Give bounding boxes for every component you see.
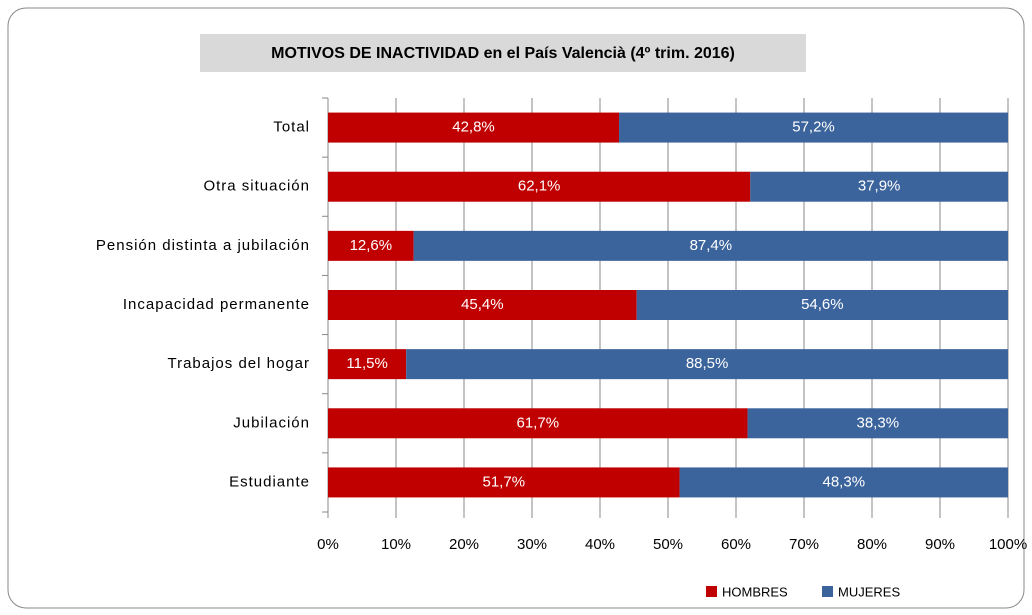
bar-segment xyxy=(636,290,1008,320)
legend-label: HOMBRES xyxy=(722,584,788,599)
chart-title: MOTIVOS DE INACTIVIDAD en el País Valenc… xyxy=(271,45,735,62)
bar-segment xyxy=(328,408,748,439)
legend-swatch xyxy=(822,586,833,597)
x-tick-label: 60% xyxy=(721,536,751,553)
x-tick-label: 80% xyxy=(857,536,887,553)
data-label: 45,4% xyxy=(461,296,504,313)
bar-segment xyxy=(750,171,1008,202)
x-tick-label: 10% xyxy=(381,536,411,553)
data-label: 61,7% xyxy=(517,414,560,431)
y-tick-label: Pensión distinta a jubilación xyxy=(96,237,310,254)
y-tick-label: Total xyxy=(273,119,310,136)
bar-segment xyxy=(406,349,1008,380)
data-label: 87,4% xyxy=(690,237,733,254)
y-tick-label: Trabajos del hogar xyxy=(167,355,310,372)
data-label: 88,5% xyxy=(686,355,729,372)
x-tick-label: 20% xyxy=(449,536,479,553)
x-tick-label: 70% xyxy=(789,536,819,553)
bar-segment xyxy=(328,112,620,143)
bar-segment xyxy=(328,349,407,380)
y-tick-label: Estudiante xyxy=(229,473,310,490)
bar-segment xyxy=(328,290,637,320)
data-label: 12,6% xyxy=(350,237,393,254)
bar-segment xyxy=(619,112,1008,143)
data-label: 38,3% xyxy=(857,414,900,431)
data-label: 54,6% xyxy=(801,296,844,313)
legend-swatch xyxy=(706,586,717,597)
y-tick-label: Jubilación xyxy=(233,414,310,431)
bar-segment xyxy=(328,230,414,261)
x-tick-label: 30% xyxy=(517,536,547,553)
data-label: 11,5% xyxy=(346,355,387,372)
bar-segment xyxy=(413,230,1008,261)
y-tick-label: Incapacidad permanente xyxy=(123,296,310,313)
data-label: 42,8% xyxy=(452,119,495,136)
data-label: 37,9% xyxy=(858,178,901,195)
y-tick-label: Otra situación xyxy=(203,178,310,195)
data-label: 57,2% xyxy=(792,119,835,136)
bar-segment xyxy=(679,467,1008,498)
x-tick-label: 100% xyxy=(989,536,1027,553)
bar-segment xyxy=(328,171,751,202)
title-box xyxy=(200,34,806,72)
x-tick-label: 90% xyxy=(925,536,955,553)
bar-segment xyxy=(328,467,680,498)
x-tick-label: 50% xyxy=(653,536,683,553)
x-tick-label: 40% xyxy=(585,536,615,553)
legend-label: MUJERES xyxy=(838,584,900,599)
x-tick-label: 0% xyxy=(317,536,339,553)
data-label: 51,7% xyxy=(483,473,526,490)
data-label: 48,3% xyxy=(823,473,866,490)
bar-segment xyxy=(747,408,1008,439)
data-label: 62,1% xyxy=(518,178,561,195)
